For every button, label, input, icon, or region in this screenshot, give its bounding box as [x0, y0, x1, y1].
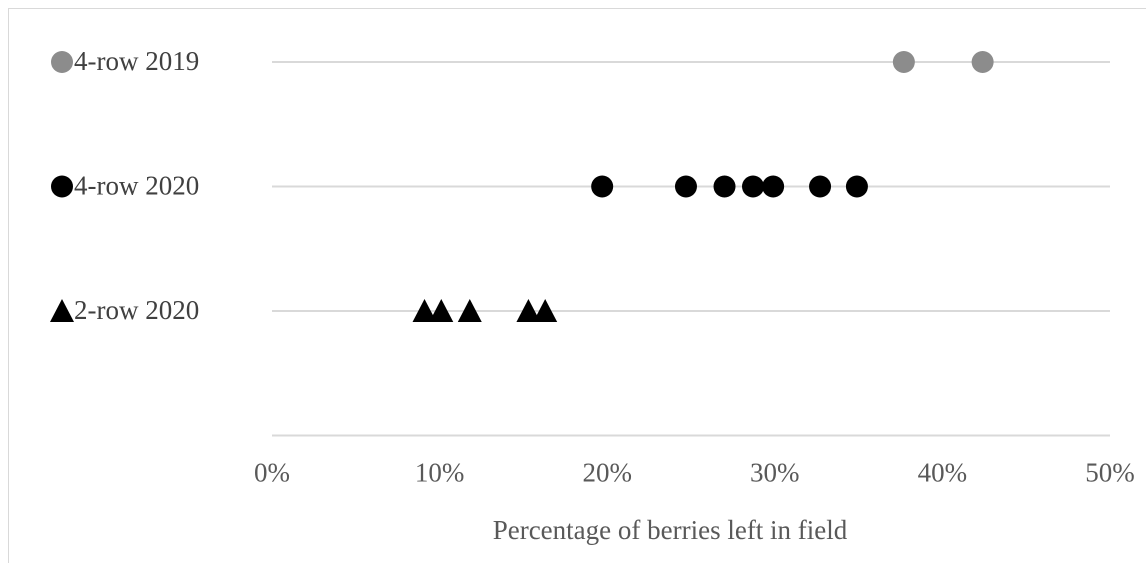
- data-point: [714, 176, 736, 198]
- x-tick-label: 50%: [1085, 458, 1135, 488]
- x-tick-label: 20%: [582, 458, 632, 488]
- data-point: [846, 176, 868, 198]
- data-point: [675, 176, 697, 198]
- data-point: [809, 176, 831, 198]
- data-point: [972, 51, 994, 73]
- legend-marker: [50, 299, 74, 322]
- data-point: [591, 176, 613, 198]
- series-label: 4-row 2019: [74, 46, 199, 76]
- x-tick-label: 0%: [254, 458, 290, 488]
- x-tick-label: 10%: [415, 458, 465, 488]
- series-label: 4-row 2020: [74, 171, 199, 201]
- legend-marker: [51, 51, 73, 73]
- x-axis-label: Percentage of berries left in field: [493, 515, 848, 545]
- data-point: [762, 176, 784, 198]
- legend-marker: [51, 176, 73, 198]
- series-label: 2-row 2020: [74, 295, 199, 325]
- data-point: [742, 176, 764, 198]
- data-point: [893, 51, 915, 73]
- x-tick-label: 30%: [750, 458, 800, 488]
- chart-frame: [9, 9, 1146, 564]
- x-tick-label: 40%: [918, 458, 968, 488]
